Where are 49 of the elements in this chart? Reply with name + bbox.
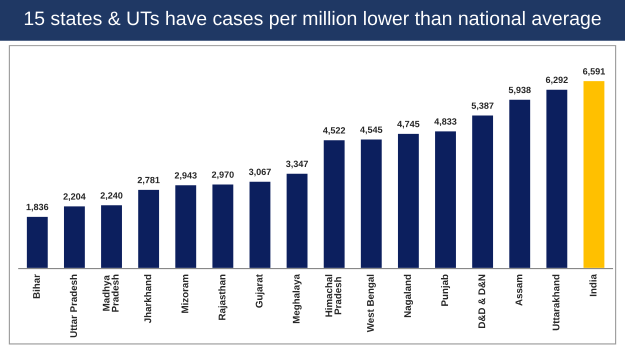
bar [396, 132, 420, 269]
x-tick-label: Uttarakhand [552, 274, 560, 330]
data-label: 3,347 [286, 160, 308, 168]
x-tick-label: Rajasthan [218, 274, 228, 320]
bar [470, 114, 494, 269]
x-tick-label: Himachal Pradesh [325, 274, 342, 317]
bar [136, 188, 160, 269]
bar [248, 180, 272, 269]
x-tick-label: West Bengal [366, 274, 376, 332]
data-label: 2,781 [138, 176, 160, 185]
data-label: 2,204 [63, 193, 86, 201]
data-label: 1,836 [26, 204, 48, 212]
bar [322, 138, 346, 269]
bar [25, 215, 50, 269]
x-tick-label: Uttar Pradesh [70, 274, 78, 338]
x-tick-label: D&D & D&N [478, 274, 486, 328]
x-tick-label: India [589, 274, 597, 296]
data-label: 6,591 [582, 68, 605, 76]
bar [285, 172, 309, 269]
bar [174, 184, 198, 269]
x-tick-label: Jharkhand [144, 274, 152, 324]
bar [100, 204, 124, 269]
data-label: 2,240 [100, 192, 122, 200]
x-tick-label: Mizoram [181, 274, 188, 313]
x-tick-label: Bihar [32, 274, 40, 298]
data-label: 4,545 [360, 126, 382, 134]
data-label: 2,970 [212, 171, 234, 180]
data-label: 4,745 [397, 120, 420, 128]
bar [582, 80, 606, 269]
bar [62, 204, 86, 269]
data-label: 3,067 [248, 168, 271, 176]
bar [359, 138, 384, 269]
bar [545, 88, 569, 269]
data-label: 6,292 [546, 76, 568, 84]
data-label: 4,522 [323, 127, 346, 135]
data-label: 2,943 [174, 172, 197, 180]
data-label: 5,938 [508, 86, 531, 94]
data-label: 4,833 [434, 118, 456, 126]
x-tick-label: Nagaland [404, 274, 413, 318]
x-tick-label: Assam [516, 274, 522, 306]
x-tick-label: Punjab [440, 274, 450, 306]
x-tick-label: Meghalaya [292, 274, 302, 324]
data-label: 5,387 [472, 102, 494, 110]
x-tick-label: Gujarat [255, 274, 264, 308]
x-tick-label: Madhya Pradesh [102, 274, 119, 312]
chart-title: 15 states & UTs have cases per million lower than national average [24, 10, 601, 30]
bar [211, 183, 235, 269]
bar [434, 130, 458, 269]
bar [508, 98, 532, 269]
